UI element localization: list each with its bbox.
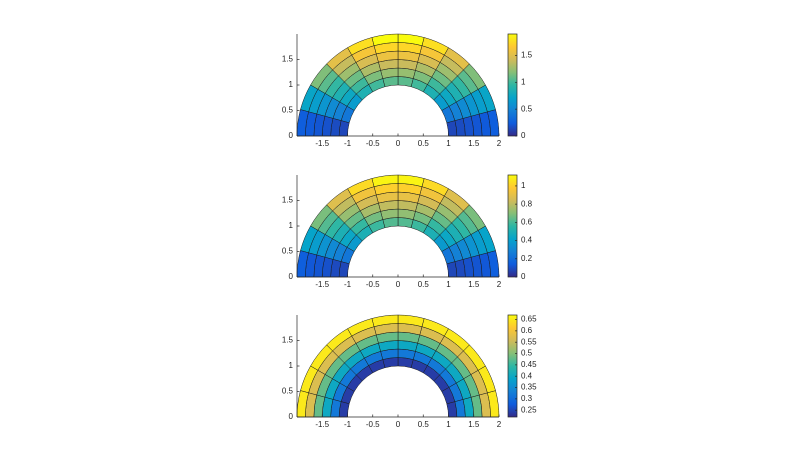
y-tick-label: 1.5	[282, 336, 294, 345]
colorbar-tick-label: 0	[521, 131, 526, 140]
colorbar-tick-label: 1.5	[521, 51, 533, 60]
y-tick-label: 1	[289, 361, 294, 370]
y-tick-label: 1	[289, 221, 294, 230]
colorbar-tick-label: 1	[521, 181, 526, 190]
colorbar-tick-label: 0.55	[521, 337, 537, 346]
y-tick-label: 0	[289, 272, 294, 281]
y-tick-label: 1.5	[282, 55, 294, 64]
x-tick-label: -1	[344, 139, 352, 148]
y-tick-label: 0.5	[282, 247, 294, 256]
colorbar-tick-label: 0.2	[521, 254, 533, 263]
x-tick-label: 0	[396, 280, 401, 289]
colorbar-tick-label: 0.6	[521, 326, 533, 335]
x-tick-label: 1	[446, 280, 451, 289]
colorbar-tick-label: 0.3	[521, 394, 533, 403]
y-tick-label: 0	[289, 131, 294, 140]
colorbar-tick-label: 0.65	[521, 315, 537, 324]
colorbar-tick-label: 0.45	[521, 360, 537, 369]
colorbar-tick-label: 1	[521, 77, 526, 86]
y-tick-label: 1.5	[282, 196, 294, 205]
x-tick-label: -0.5	[366, 139, 380, 148]
x-tick-label: 1.5	[468, 420, 480, 429]
colorbar-tick-label: 0.35	[521, 383, 537, 392]
x-tick-label: 2	[497, 280, 502, 289]
x-tick-label: -1	[344, 420, 352, 429]
colorbar	[507, 33, 518, 137]
y-tick-label: 0	[289, 412, 294, 421]
x-tick-label: 1.5	[468, 280, 480, 289]
colorbar	[507, 314, 518, 418]
x-tick-label: 1	[446, 420, 451, 429]
colorbar-tick-label: 0.8	[521, 199, 533, 208]
colorbar	[507, 174, 518, 278]
x-tick-label: 2	[497, 139, 502, 148]
x-tick-label: 0	[396, 420, 401, 429]
x-tick-label: 1	[446, 139, 451, 148]
colorbar-tick-label: 0.4	[521, 236, 533, 245]
x-tick-label: 0.5	[418, 280, 430, 289]
colorbar-tick-label: 0.6	[521, 217, 533, 226]
colorbar-tick-label: 0.4	[521, 371, 533, 380]
x-tick-label: -1.5	[315, 139, 329, 148]
x-tick-label: -0.5	[366, 420, 380, 429]
y-tick-label: 0.5	[282, 387, 294, 396]
x-tick-label: 1.5	[468, 139, 480, 148]
y-tick-label: 1	[289, 80, 294, 89]
x-tick-label: 0.5	[418, 139, 430, 148]
colorbar-tick-label: 0.5	[521, 349, 533, 358]
y-tick-label: 0.5	[282, 106, 294, 115]
x-tick-label: 0	[396, 139, 401, 148]
colorbar-tick-label: 0	[521, 272, 526, 281]
colorbar-tick-label: 0.5	[521, 104, 533, 113]
colorbar-tick-label: 0.25	[521, 405, 537, 414]
x-tick-label: -1.5	[315, 420, 329, 429]
x-tick-label: 0.5	[418, 420, 430, 429]
x-tick-label: 2	[497, 420, 502, 429]
x-tick-label: -1	[344, 280, 352, 289]
x-tick-label: -0.5	[366, 280, 380, 289]
x-tick-label: -1.5	[315, 280, 329, 289]
